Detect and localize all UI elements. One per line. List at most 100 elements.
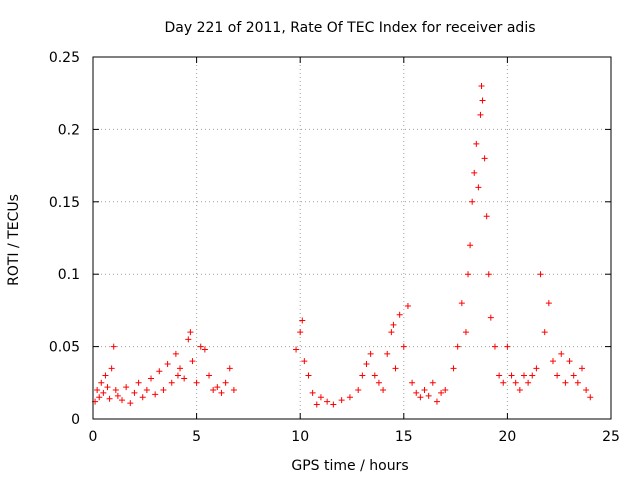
data-point	[541, 329, 548, 336]
data-point	[587, 394, 594, 401]
data-point	[525, 379, 532, 386]
data-point	[479, 97, 486, 104]
data-point	[297, 329, 304, 336]
data-point	[433, 398, 440, 405]
data-point	[516, 387, 523, 394]
x-tick-labels: 0 5 10 15 20 25	[89, 429, 620, 445]
data-point	[197, 343, 204, 350]
x-tick-label: 5	[192, 429, 201, 445]
data-point	[454, 343, 461, 350]
axis-ticks	[92, 56, 612, 420]
data-point	[106, 395, 113, 402]
data-point	[123, 384, 130, 391]
data-point	[458, 300, 465, 307]
data-point	[500, 379, 507, 386]
data-point	[529, 372, 536, 379]
data-point	[491, 343, 498, 350]
chart-title: Day 221 of 2011, Rate Of TEC Index for r…	[164, 20, 535, 36]
data-point	[409, 379, 416, 386]
data-point	[359, 372, 366, 379]
data-point	[375, 379, 382, 386]
data-point	[574, 379, 581, 386]
x-axis-label: GPS time / hours	[291, 458, 408, 474]
y-tick-label: 0.1	[58, 267, 80, 283]
data-point	[475, 184, 482, 191]
data-point	[465, 271, 472, 278]
data-point	[481, 155, 488, 162]
data-point	[363, 360, 370, 367]
x-tick-label: 10	[291, 429, 309, 445]
data-point	[473, 140, 480, 147]
data-point	[558, 350, 565, 357]
y-tick-label: 0.25	[49, 50, 80, 66]
data-point	[388, 329, 395, 336]
data-point	[135, 379, 142, 386]
y-tick-label: 0.05	[49, 340, 80, 356]
data-point	[114, 392, 121, 399]
data-points	[92, 82, 594, 408]
data-point	[578, 365, 585, 372]
x-tick-label: 0	[89, 429, 98, 445]
data-point	[462, 329, 469, 336]
data-point	[549, 358, 556, 365]
data-point	[442, 387, 449, 394]
data-point	[104, 384, 111, 391]
data-point	[181, 375, 188, 382]
data-point	[177, 365, 184, 372]
data-point	[143, 387, 150, 394]
data-point	[396, 311, 403, 318]
data-point	[562, 379, 569, 386]
data-point	[478, 82, 485, 89]
data-point	[471, 169, 478, 176]
data-point	[108, 365, 115, 372]
data-point	[94, 387, 101, 394]
data-point	[512, 379, 519, 386]
data-point	[438, 389, 445, 396]
data-point	[305, 372, 312, 379]
data-point	[390, 321, 397, 328]
data-point	[583, 387, 590, 394]
y-tick-label: 0.15	[49, 195, 80, 211]
data-point	[131, 389, 138, 396]
data-point	[346, 394, 353, 401]
data-point	[174, 372, 181, 379]
data-point	[392, 365, 399, 372]
data-point	[152, 391, 159, 398]
data-point	[110, 343, 117, 350]
data-point	[206, 372, 213, 379]
data-point	[400, 343, 407, 350]
data-point	[187, 329, 194, 336]
data-point	[172, 350, 179, 357]
data-point	[467, 242, 474, 249]
data-point	[148, 375, 155, 382]
plot-frame	[92, 56, 612, 420]
data-point	[477, 111, 484, 118]
data-point	[214, 384, 221, 391]
data-point	[425, 392, 432, 399]
data-point	[189, 358, 196, 365]
grid-lines	[93, 57, 611, 419]
data-point	[222, 379, 229, 386]
x-tick-label: 25	[602, 429, 620, 445]
data-point	[384, 350, 391, 357]
data-point	[156, 368, 163, 375]
data-point	[324, 398, 331, 405]
data-point	[193, 379, 200, 386]
data-point	[367, 350, 374, 357]
data-point	[98, 379, 105, 386]
data-point	[160, 387, 167, 394]
data-point	[102, 372, 109, 379]
data-point	[119, 397, 126, 404]
data-point	[185, 336, 192, 343]
data-point	[485, 271, 492, 278]
data-point	[317, 394, 324, 401]
data-point	[566, 358, 573, 365]
data-point	[429, 379, 436, 386]
data-point	[533, 365, 540, 372]
data-point	[469, 198, 476, 205]
data-point	[570, 372, 577, 379]
data-point	[226, 365, 233, 372]
data-point	[301, 358, 308, 365]
data-point	[338, 397, 345, 404]
